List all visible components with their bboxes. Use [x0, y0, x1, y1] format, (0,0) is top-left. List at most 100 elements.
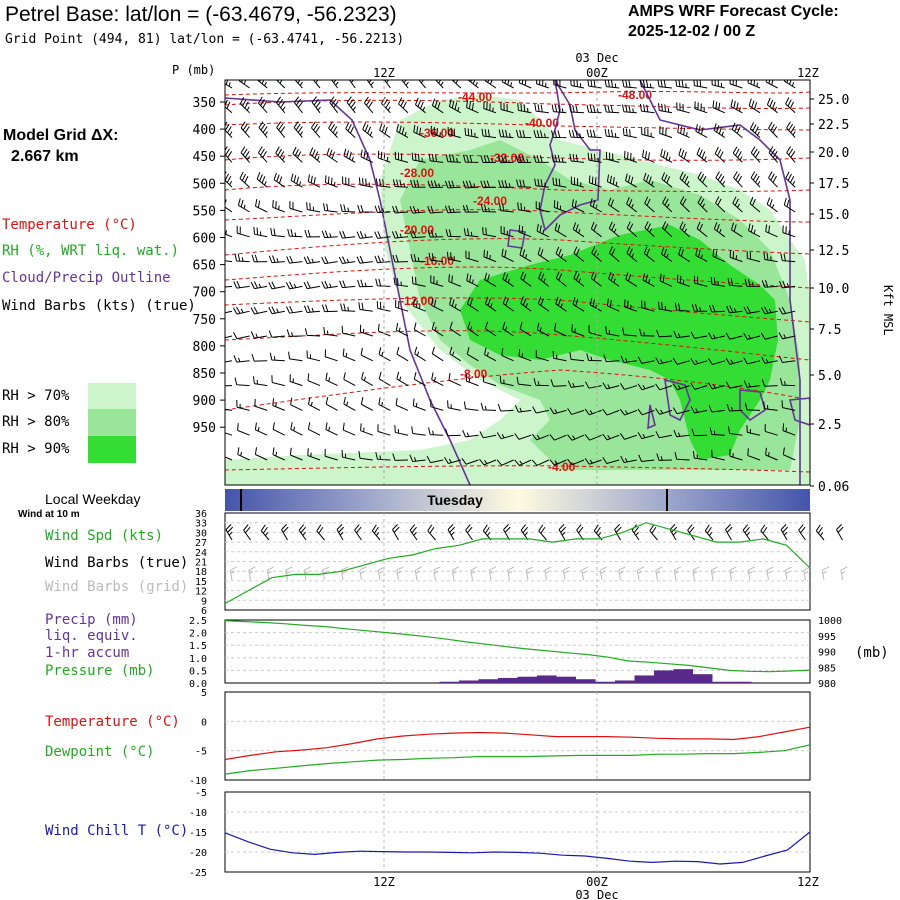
xsec-wind-barb: [366, 80, 374, 89]
xsec-wind-barb: [555, 296, 567, 312]
xsec-wind-barb: [360, 423, 373, 436]
xsec-wind-barb: [502, 321, 514, 337]
legend-rh80-label: RH > 80%: [2, 414, 70, 430]
xsec-wind-barb: [659, 126, 673, 139]
xsec-wind-barb: [276, 96, 286, 114]
xsec-wind-barb: [620, 355, 637, 364]
precip-bars: [439, 669, 752, 683]
xsec-wind-barb: [673, 429, 690, 438]
xsec-wind-barb: [624, 299, 637, 312]
xsec-wind-barb: [409, 230, 426, 239]
xsec-wind-barb: [225, 171, 233, 188]
xsec-wind-barb: [555, 246, 567, 262]
xsec-wind-barb: [691, 428, 708, 437]
grid-wind-barb: [303, 566, 312, 581]
grid-wind-barb: [821, 566, 830, 581]
y-tick-label: 15: [195, 577, 207, 588]
xsec-wind-barb: [727, 426, 743, 436]
grid-wind-barb: [636, 566, 645, 581]
xsec-wind-barb: [329, 96, 339, 114]
xsec-wind-barb: [356, 255, 373, 264]
legend-rh70-label: RH > 70%: [2, 388, 70, 404]
xsec-wind-barb: [225, 230, 233, 238]
xsec-wind-barb: [449, 346, 462, 362]
xsec-wind-barb: [463, 401, 479, 411]
xsec-wind-barb: [534, 178, 549, 188]
wind-barbs-grid-label: Wind Barbs (grid): [45, 579, 189, 595]
xsec-wind-barb: [569, 153, 585, 163]
xsec-wind-barb: [276, 121, 286, 138]
xsec-wind-barb: [552, 177, 567, 188]
xsec-wind-barb: [358, 302, 373, 312]
xsec-wind-barb: [518, 224, 532, 238]
xsec-wind-barb: [782, 447, 796, 461]
xsec-wind-barb: [431, 372, 444, 387]
xsec-wind-barb: [413, 372, 426, 387]
xsec-wind-barb: [258, 96, 268, 114]
xsec-wind-barb: [501, 248, 514, 263]
xsec-wind-barb: [743, 332, 761, 340]
xsec-wind-barb: [463, 154, 479, 163]
xsec-wind-barb: [237, 198, 250, 213]
xsec-wind-barb: [307, 373, 321, 387]
xsec-wind-barb: [570, 176, 585, 188]
xsec-wind-barb: [462, 429, 479, 438]
xsec-wind-barb: [746, 251, 761, 263]
xsec-wind-barb: [498, 203, 514, 213]
xsec-wind-barb: [695, 124, 708, 139]
xsec-wind-barb: [587, 80, 602, 89]
xsec-wind-barb: [293, 121, 304, 138]
xsec-wind-barb: [428, 427, 444, 436]
xsec-wind-barb: [620, 455, 637, 464]
true-wind-barb: [298, 524, 307, 541]
xsec-wind-barb: [567, 458, 585, 466]
xsec-wind-barb: [445, 154, 461, 163]
chill-panel-grid: [225, 792, 810, 872]
xsec-wind-barb: [520, 271, 532, 287]
xsec-wind-barb: [604, 128, 620, 139]
y-tick-label: 1.5: [189, 641, 207, 652]
pressure-tick-label: 700: [193, 286, 216, 301]
xsec-wind-barb: [516, 179, 532, 188]
xsec-wind-barb: [392, 205, 409, 214]
xsec-wind-barb: [431, 321, 444, 337]
pressure-axis-title: P (mb): [172, 63, 215, 77]
xsec-wind-barb: [625, 272, 638, 287]
xsec-wind-barb: [642, 272, 655, 287]
xsec-wind-barb: [785, 97, 796, 114]
y-tick-label: 12: [195, 587, 207, 598]
xsec-wind-barb: [480, 180, 497, 189]
xsec-wind-barb: [690, 358, 708, 366]
y-tick-label: 9: [201, 596, 207, 607]
legend-rh80-swatch: [88, 409, 136, 436]
xsec-wind-barb: [535, 349, 549, 362]
xsec-wind-barb: [567, 408, 585, 415]
grid-wind-barb: [618, 566, 626, 581]
pressure-tick-label: 500: [193, 177, 216, 192]
xsec-wind-barb: [552, 350, 567, 362]
precip-panel-frame: [224, 619, 811, 684]
true-wind-barb: [281, 524, 289, 541]
xsec-wind-barb: [268, 255, 285, 264]
xsec-wind-barb: [254, 447, 268, 461]
xsec-wind-barb: [761, 279, 778, 288]
grid-wind-barb: [544, 566, 552, 581]
xsec-wind-barb: [394, 425, 409, 436]
xsec-wind-barb: [446, 251, 461, 263]
xsec-wind-barb: [732, 196, 743, 213]
top-tick-00z: 00Z: [586, 66, 608, 80]
xsec-wind-barb: [444, 205, 461, 214]
xsec-wind-barb: [362, 122, 374, 138]
xsec-wind-barb: [766, 197, 778, 213]
xsec-wind-barb: [303, 305, 321, 313]
xsec-wind-barb: [766, 97, 778, 114]
xsec-wind-barb: [307, 448, 321, 461]
true-wind-barb: [316, 524, 325, 541]
xsec-wind-barb: [584, 457, 602, 465]
xsec-wind-barb: [479, 431, 497, 439]
y-tick-label: 5: [201, 688, 207, 699]
pressure-tick-label: 550: [193, 204, 216, 219]
xsec-wind-barb: [746, 425, 761, 436]
dewpoint-series: [224, 744, 811, 775]
xsec-wind-barb: [551, 104, 567, 114]
